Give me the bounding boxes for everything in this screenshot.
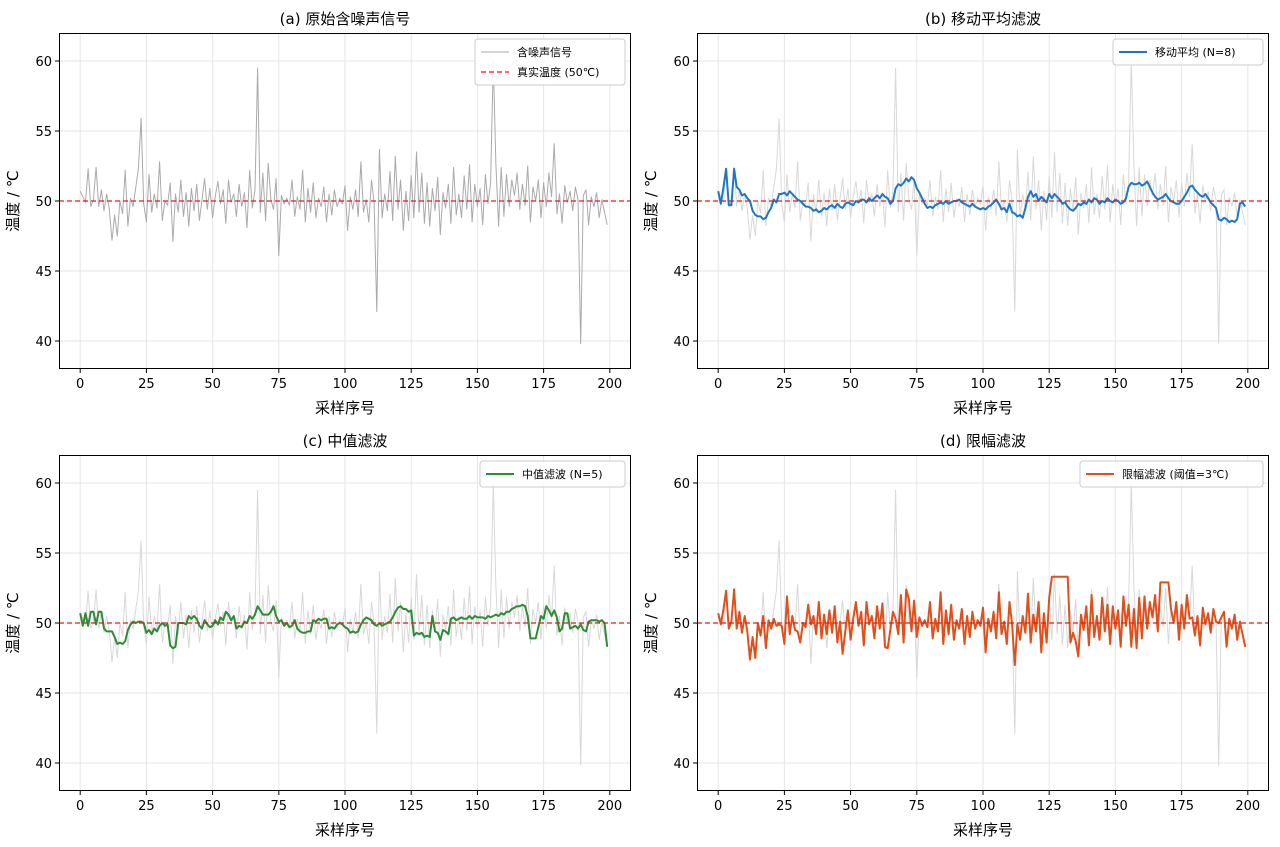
chart-panel-3: 0 25 50 75 100 125 150 175 200 40 45 50 55 60 (c) 中值滤波…	[4, 432, 631, 839]
x-tick-label: 75	[271, 799, 288, 814]
y-tick-label: 40	[35, 335, 52, 350]
x-tick-label: 25	[138, 377, 155, 392]
raw-signal-line	[79, 60, 608, 345]
y-tick-label: 55	[35, 125, 52, 140]
x-tick-label: 25	[776, 799, 793, 814]
x-tick-label: 0	[76, 377, 84, 392]
raw-signal-background-line	[79, 482, 608, 766]
legend-label: 含噪声信号	[517, 45, 572, 59]
x-tick-label: 50	[842, 377, 859, 392]
x-tick-label: 100	[971, 799, 996, 814]
axes-frame	[59, 455, 631, 791]
x-tick-label: 175	[531, 377, 556, 392]
legend-label: 中值滤波 (N=5)	[522, 468, 603, 481]
x-tick-label: 0	[76, 799, 84, 814]
legend-label: 真实温度 (50℃)	[517, 65, 599, 79]
y-tick-label: 45	[35, 687, 52, 702]
x-tick-label: 0	[714, 377, 722, 392]
chart-panel-2: 0 25 50 75 100 125 150 175 200 40 45 50 55 60 (b) 移动平均…	[642, 10, 1269, 417]
chart-panel-4: 0 25 50 75 100 125 150 175 200 40 45 50 55 60 (d) 限幅滤波…	[642, 432, 1269, 839]
x-axis-label: 采样序号	[315, 399, 375, 417]
axes-frame	[697, 455, 1269, 791]
y-tick-label: 45	[673, 265, 690, 280]
x-axis-label: 采样序号	[953, 399, 1013, 417]
plot-lines	[697, 60, 1269, 344]
x-tick-label: 75	[271, 377, 288, 392]
x-tick-label: 150	[465, 377, 490, 392]
y-tick-label: 50	[35, 195, 52, 210]
y-axis-label: 温度 / ℃	[642, 170, 660, 231]
x-tick-label: 150	[1103, 799, 1128, 814]
chart-title: (c) 中值滤波	[303, 432, 388, 450]
x-tick-label: 125	[399, 377, 424, 392]
y-tick-label: 45	[35, 265, 52, 280]
chart-panel-1: 0 25 50 75 100 125 150 175 200 40 45 50 55 60 (a) 原始含噪…	[4, 10, 631, 417]
legend-label: 限幅滤波 (阈值=3℃)	[1122, 467, 1229, 481]
chart-title: (b) 移动平均滤波	[925, 10, 1041, 28]
y-tick-label: 40	[673, 335, 690, 350]
x-tick-label: 125	[399, 799, 424, 814]
x-tick-label: 100	[333, 377, 358, 392]
x-tick-label: 200	[1235, 799, 1260, 814]
y-tick-label: 55	[673, 125, 690, 140]
x-tick-label: 175	[531, 799, 556, 814]
axes-frame	[59, 33, 631, 369]
y-tick-label: 60	[35, 55, 52, 70]
x-tick-label: 0	[714, 799, 722, 814]
y-axis-label: 温度 / ℃	[4, 170, 22, 231]
plot-lines	[59, 60, 631, 345]
legend-box	[474, 38, 626, 86]
x-axis-label: 采样序号	[953, 821, 1013, 839]
x-tick-label: 100	[971, 377, 996, 392]
x-tick-label: 100	[333, 799, 358, 814]
x-tick-label: 125	[1037, 799, 1062, 814]
legend-box	[1112, 38, 1264, 66]
x-tick-label: 200	[597, 377, 622, 392]
x-tick-label: 50	[842, 799, 859, 814]
plot-lines	[697, 482, 1269, 766]
x-axis-label: 采样序号	[315, 821, 375, 839]
y-tick-label: 60	[673, 477, 690, 492]
y-tick-label: 55	[35, 547, 52, 562]
x-tick-label: 25	[776, 377, 793, 392]
x-tick-label: 75	[909, 377, 926, 392]
y-tick-label: 60	[673, 55, 690, 70]
y-tick-label: 50	[35, 617, 52, 632]
y-tick-label: 40	[673, 757, 690, 772]
y-tick-label: 50	[673, 195, 690, 210]
filtered-signal-line	[79, 603, 609, 650]
chart-title: (d) 限幅滤波	[940, 432, 1026, 450]
legend-box	[479, 460, 626, 488]
legend-box	[1079, 460, 1264, 488]
legend-label: 移动平均 (N=8)	[1155, 46, 1236, 59]
y-axis-label: 温度 / ℃	[4, 592, 22, 653]
x-tick-label: 150	[465, 799, 490, 814]
plot-lines	[59, 482, 631, 766]
legend: 中值滤波 (N=5)	[479, 460, 626, 488]
x-tick-label: 50	[204, 377, 221, 392]
legend: 移动平均 (N=8)	[1112, 38, 1264, 66]
y-tick-label: 55	[673, 547, 690, 562]
x-tick-label: 200	[597, 799, 622, 814]
legend: 限幅滤波 (阈值=3℃)	[1079, 460, 1264, 488]
x-tick-label: 175	[1169, 799, 1194, 814]
x-tick-label: 75	[909, 799, 926, 814]
x-tick-label: 175	[1169, 377, 1194, 392]
y-tick-label: 60	[35, 477, 52, 492]
x-tick-label: 125	[1037, 377, 1062, 392]
chart-title: (a) 原始含噪声信号	[280, 10, 411, 28]
x-tick-label: 150	[1103, 377, 1128, 392]
axes-frame	[697, 33, 1269, 369]
x-tick-label: 25	[138, 799, 155, 814]
x-tick-label: 200	[1235, 377, 1260, 392]
filtered-signal-line	[717, 167, 1247, 223]
y-axis-label: 温度 / ℃	[642, 592, 660, 653]
x-tick-label: 50	[204, 799, 221, 814]
filtered-signal-line	[717, 575, 1247, 666]
y-tick-label: 40	[35, 757, 52, 772]
y-tick-label: 45	[673, 687, 690, 702]
y-tick-label: 50	[673, 617, 690, 632]
